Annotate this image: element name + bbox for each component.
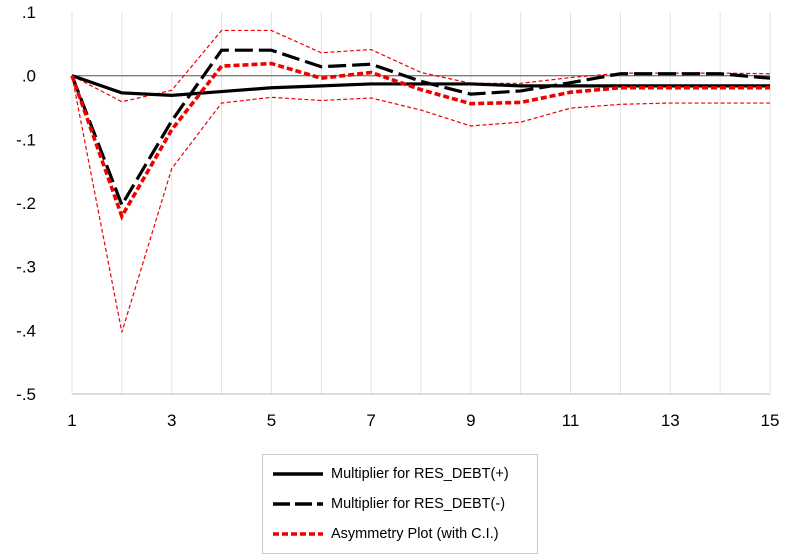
x-tick-label: 1 bbox=[67, 411, 76, 430]
y-tick-label: -.2 bbox=[16, 194, 36, 213]
x-tick-label: 15 bbox=[761, 411, 780, 430]
legend-item-asymmetry: Asymmetry Plot (with C.I.) bbox=[273, 523, 499, 545]
x-axis-ticks: 1 3 5 7 9 11 13 15 bbox=[67, 411, 779, 430]
x-tick-label: 13 bbox=[661, 411, 680, 430]
y-tick-label: .1 bbox=[22, 3, 36, 22]
x-tick-label: 7 bbox=[366, 411, 375, 430]
legend-item-negative: Multiplier for RES_DEBT(-) bbox=[273, 493, 505, 515]
x-tick-label: 9 bbox=[466, 411, 475, 430]
x-tick-label: 11 bbox=[562, 411, 580, 430]
x-tick-label: 5 bbox=[267, 411, 276, 430]
legend-label-negative: Multiplier for RES_DEBT(-) bbox=[331, 496, 506, 512]
series-line-dotted bbox=[70, 61, 770, 221]
solid-line-swatch bbox=[273, 472, 323, 476]
x-tick-label: 3 bbox=[167, 411, 176, 430]
series-line-solid bbox=[71, 74, 770, 98]
impulse-response-chart: .1.0-.1-.2-.3-.4-.5 1 3 5 7 9 11 13 15 bbox=[16, 3, 779, 430]
y-tick-label: -.5 bbox=[16, 385, 36, 404]
series-line-thin-dashed bbox=[71, 29, 771, 103]
y-tick-label: -.1 bbox=[16, 130, 36, 149]
y-tick-label: -.3 bbox=[16, 258, 36, 277]
dotted-line-swatch bbox=[273, 532, 323, 536]
legend-item-positive: Multiplier for RES_DEBT(+) bbox=[273, 463, 509, 485]
legend-label-positive: Multiplier for RES_DEBT(+) bbox=[331, 466, 509, 482]
legend: Multiplier for RES_DEBT(+) Multiplier fo… bbox=[262, 454, 538, 554]
legend-label-asymmetry: Asymmetry Plot (with C.I.) bbox=[331, 526, 499, 542]
y-axis-ticks: .1 .0 -.1 -.2 -.3 -.4 -.5 bbox=[16, 3, 36, 404]
y-tick-label: -.4 bbox=[16, 321, 36, 340]
grid-lines bbox=[71, 12, 771, 395]
series-line-longdash bbox=[70, 48, 771, 209]
series-line-thin-dashed bbox=[71, 75, 770, 333]
y-tick-label: .0 bbox=[22, 67, 36, 86]
long-dash-line-swatch bbox=[273, 502, 323, 506]
series-lines bbox=[70, 29, 771, 333]
